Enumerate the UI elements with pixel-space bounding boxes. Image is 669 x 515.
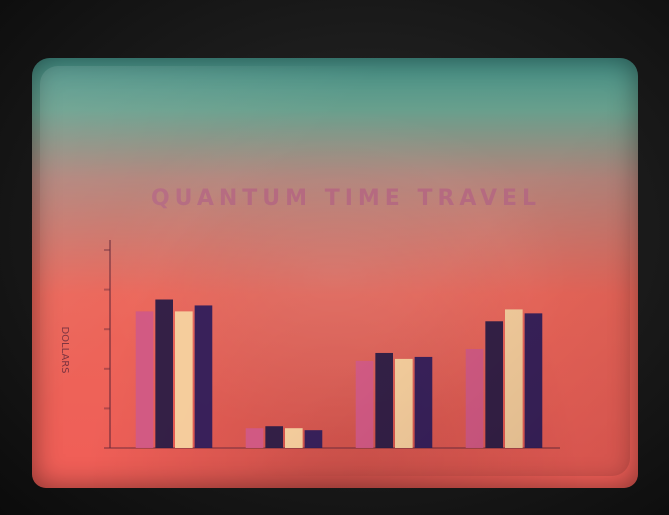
bar — [155, 299, 173, 448]
bar — [485, 321, 503, 448]
bar — [135, 311, 154, 448]
chart-title-group: QUANTUM TIME TRAVEL — [151, 186, 541, 211]
bar — [245, 428, 264, 448]
bar — [395, 358, 413, 448]
y-ticks — [104, 249, 110, 449]
bar — [304, 430, 323, 448]
bar — [465, 349, 484, 448]
bars — [135, 299, 543, 448]
bar — [175, 311, 193, 448]
bar — [505, 309, 523, 448]
bar — [194, 305, 213, 448]
axes: DOLLARS — [59, 240, 560, 449]
chart-title: QUANTUM TIME TRAVEL — [151, 186, 541, 211]
y-axis-label: DOLLARS — [59, 326, 70, 373]
bar — [285, 428, 303, 448]
bar — [355, 360, 374, 448]
bar — [414, 356, 433, 448]
bar — [524, 313, 543, 448]
bar — [265, 426, 283, 448]
bar — [375, 352, 393, 448]
